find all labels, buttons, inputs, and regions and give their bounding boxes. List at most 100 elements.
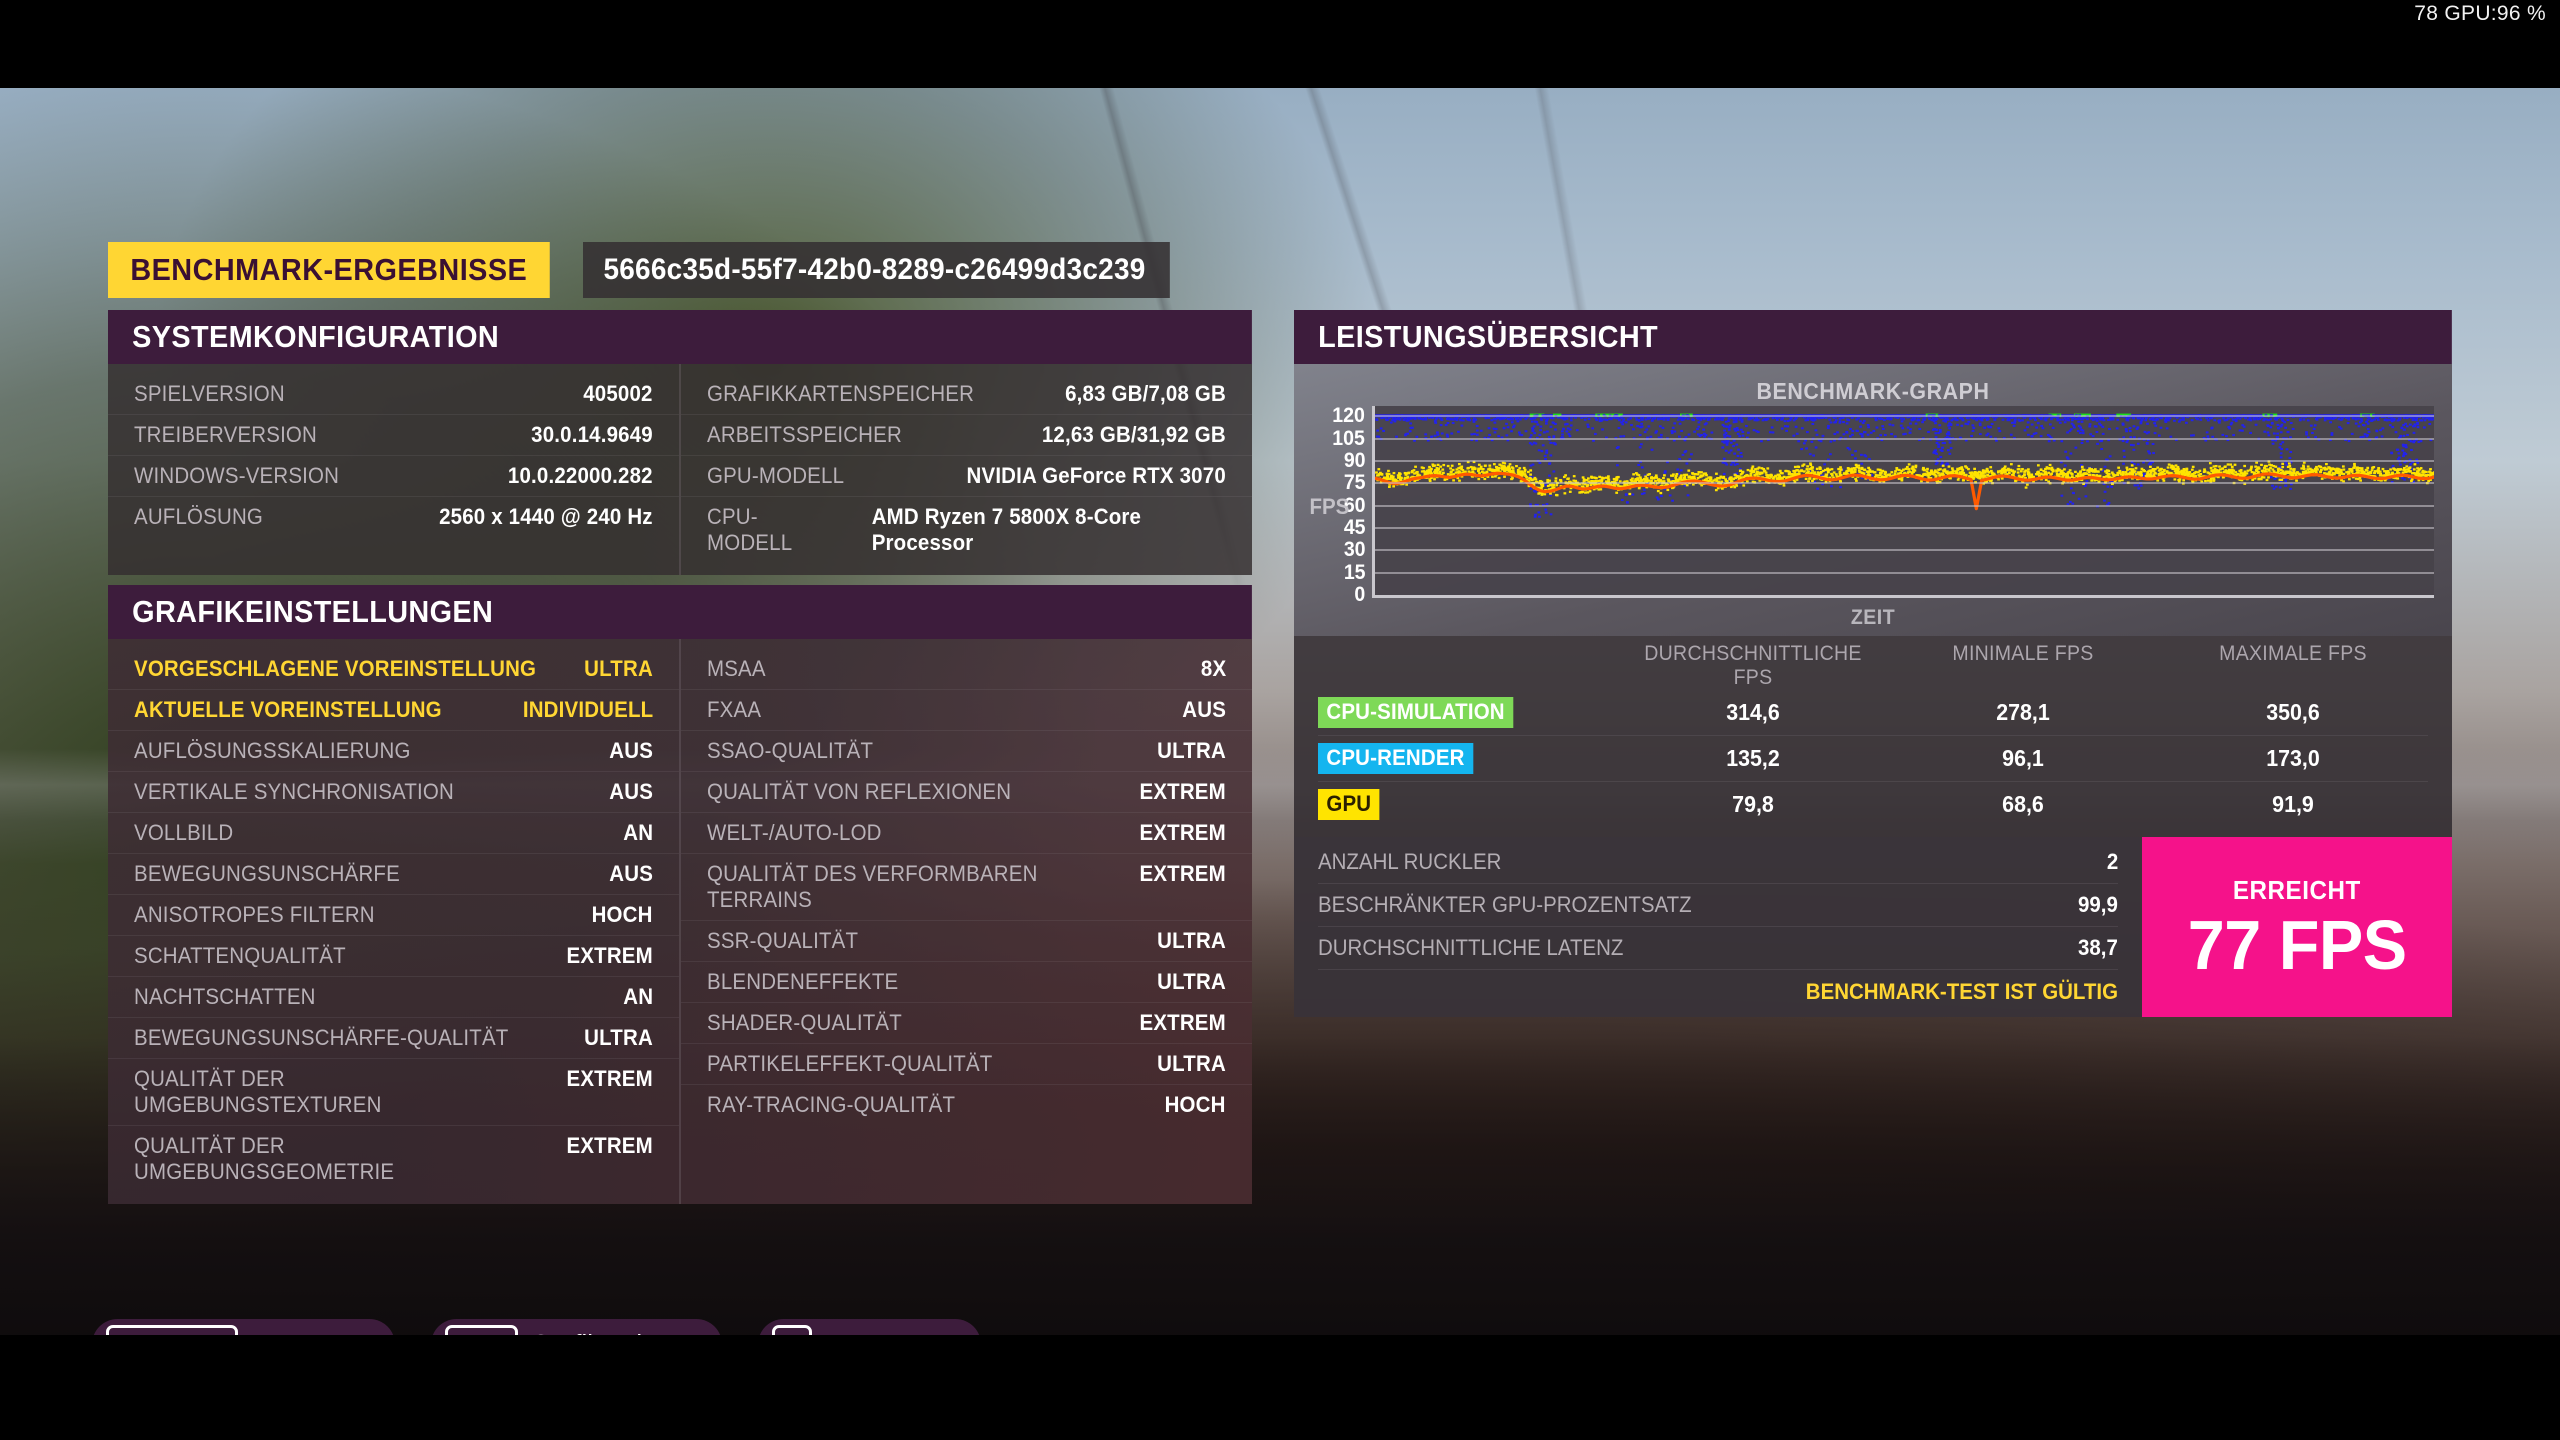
stats-max-value: 91,9 (2272, 791, 2314, 817)
y-axis-label: FPS (1309, 494, 1350, 520)
stats-avg-value: 314,6 (1726, 699, 1780, 725)
stats-min-value: 96,1 (2002, 745, 2044, 771)
system-config-label: WINDOWS-VERSION (134, 463, 340, 488)
graphics-setting-row[interactable]: FXAA AUS (681, 690, 1252, 731)
system-config-value: 30.0.14.9649 (531, 422, 653, 447)
system-config-row[interactable]: GRAFIKKARTENSPEICHER 6,83 GB/7,08 GB (681, 374, 1252, 415)
graphics-settings-right-list: MSAA 8X FXAA AUS SSAO-QUALITÄT ULTRA QUALITÄT … (681, 639, 1252, 1204)
benchmark-graph-plot: 0 15 30 45 60 75 90 105 120 (1332, 404, 2434, 606)
legend-chip-cell: CPU-SIMULATION (1318, 697, 1618, 728)
system-config-row[interactable]: SPIELVERSION 405002 (108, 374, 679, 415)
stats-min-value: 278,1 (1996, 699, 2050, 725)
graphics-setting-row[interactable]: VERTIKALE SYNCHRONISATION AUS (108, 772, 679, 813)
results-header: BENCHMARK-ERGEBNISSE 5666c35d-55f7-42b0-… (108, 242, 1214, 298)
grid-line (1375, 527, 2434, 530)
graphics-setting-label: QUALITÄT DES VERFORMBAREN TERRAINS (707, 861, 1038, 912)
stats-max-value: 350,6 (2266, 699, 2320, 725)
legend-chip-cell: CPU-RENDER (1318, 743, 1618, 774)
y-axis-tick: 75 (1343, 471, 1366, 495)
score-label: ERREICHT (2232, 874, 2362, 905)
graphics-setting-label: VOLLBILD (134, 820, 234, 845)
system-config-value: 6,83 GB/7,08 GB (1065, 381, 1226, 406)
column-header-avg: DURCHSCHNITTLICHE FPS (1644, 642, 1862, 689)
graphics-setting-label: VERTIKALE SYNCHRONISATION (134, 779, 454, 804)
graphics-setting-value: ULTRA (1157, 738, 1226, 763)
system-config-body: SPIELVERSION 405002 TREIBERVERSION 30.0.14.… (108, 364, 1252, 575)
graphics-setting-label: MSAA (707, 656, 766, 681)
grid-line (1375, 415, 2434, 418)
system-config-row[interactable]: WINDOWS-VERSION 10.0.22000.282 (108, 456, 679, 497)
graphics-setting-row[interactable]: SCHATTENQUALITÄT EXTREM (108, 936, 679, 977)
graphics-settings-body: VORGESCHLAGENE VOREINSTELLUNG ULTRA AKTUEL… (108, 639, 1252, 1204)
graphics-setting-row[interactable]: SSAO-QUALITÄT ULTRA (681, 731, 1252, 772)
system-config-row[interactable]: AUFLÖSUNG 2560 x 1440 @ 240 Hz (108, 497, 679, 537)
performance-stats-row: CPU-RENDER 135,2 96,1 173,0 (1318, 736, 2428, 782)
graphics-settings-panel: GRAFIKEINSTELLUNGEN (108, 585, 1252, 639)
graphics-settings-left-list: VORGESCHLAGENE VOREINSTELLUNG ULTRA AKTUEL… (108, 639, 681, 1204)
legend-chip-cpu-render: CPU-RENDER (1318, 743, 1474, 774)
graphics-setting-row[interactable]: VORGESCHLAGENE VOREINSTELLUNG ULTRA (108, 649, 679, 690)
stats-min-value: 68,6 (2002, 791, 2044, 817)
graphics-setting-row[interactable]: PARTIKELEFFEKT-QUALITÄT ULTRA (681, 1044, 1252, 1085)
graphics-setting-value: ULTRA (1157, 1051, 1226, 1076)
graphics-setting-row[interactable]: WELT-/AUTO-LOD EXTREM (681, 813, 1252, 854)
graphics-setting-label: QUALITÄT VON REFLEXIONEN (707, 779, 1012, 804)
y-axis-tick: 0 (1354, 583, 1366, 606)
graphics-setting-value: EXTREM (1139, 820, 1226, 845)
graphics-setting-row[interactable]: NACHTSCHATTEN AN (108, 977, 679, 1018)
graphics-setting-row[interactable]: ANISOTROPES FILTERN HOCH (108, 895, 679, 936)
graphics-setting-row[interactable]: SHADER-QUALITÄT EXTREM (681, 1003, 1252, 1044)
legend-chip-cpu-simulation: CPU-SIMULATION (1318, 697, 1514, 728)
performance-body: BENCHMARK-GRAPH 0 15 30 45 60 75 90 105 120 FPS … (1294, 364, 2452, 1017)
system-config-right-list: GRAFIKKARTENSPEICHER 6,83 GB/7,08 GB ARBEI… (681, 364, 1252, 575)
graphics-setting-row[interactable]: QUALITÄT DES VERFORMBAREN TERRAINS EXTREM (681, 854, 1252, 921)
graphics-setting-row[interactable]: SSR-QUALITÄT ULTRA (681, 921, 1252, 962)
performance-stats-row: GPU 79,8 68,6 91,9 (1318, 782, 2428, 827)
graphics-setting-row[interactable]: BEWEGUNGSUNSCHÄRFE AUS (108, 854, 679, 895)
graphics-setting-row[interactable]: RAY-TRACING-QUALITÄT HOCH (681, 1085, 1252, 1125)
column-header-min: MINIMALE FPS (1952, 642, 2094, 665)
summary-metrics: ANZAHL RUCKLER 2 BESCHRÄNKTER GPU-PROZENTS… (1294, 837, 2142, 1017)
graphics-setting-value: ULTRA (584, 656, 653, 681)
system-config-value: NVIDIA GeForce RTX 3070 (966, 463, 1226, 488)
letterbox-top (0, 0, 2560, 88)
graphics-setting-row[interactable]: BEWEGUNGSUNSCHÄRFE-QUALITÄT ULTRA (108, 1018, 679, 1059)
system-config-row[interactable]: ARBEITSSPEICHER 12,63 GB/31,92 GB (681, 415, 1252, 456)
graphics-setting-row[interactable]: BLENDENEFFEKTE ULTRA (681, 962, 1252, 1003)
graphics-setting-label: QUALITÄT DER UMGEBUNGSGEOMETRIE (134, 1133, 395, 1184)
graphics-setting-row[interactable]: MSAA 8X (681, 649, 1252, 690)
right-column: LEISTUNGSÜBERSICHT BENCHMARK-GRAPH 0 15 30… (1294, 310, 2452, 1017)
graphics-setting-value: AN (623, 820, 653, 845)
system-config-value: 12,63 GB/31,92 GB (1041, 422, 1226, 447)
system-config-panel: SYSTEMKONFIGURATION (108, 310, 1252, 364)
system-config-row[interactable]: GPU-MODELL NVIDIA GeForce RTX 3070 (681, 456, 1252, 497)
graphics-setting-row[interactable]: VOLLBILD AN (108, 813, 679, 854)
summary-metric-label: ANZAHL RUCKLER (1318, 849, 1502, 874)
graphics-settings-title: GRAFIKEINSTELLUNGEN (108, 585, 1252, 639)
graphics-setting-row[interactable]: QUALITÄT DER UMGEBUNGSTEXTUREN EXTREM (108, 1059, 679, 1126)
graphics-setting-label: BLENDENEFFEKTE (707, 969, 899, 994)
graphics-setting-value: ULTRA (1157, 969, 1226, 994)
summary-metric-row: ANZAHL RUCKLER 2 (1318, 841, 2118, 884)
y-axis-tick: 60 (1343, 493, 1366, 517)
benchmark-valid-text: BENCHMARK-TEST IST GÜLTIG (1805, 979, 2118, 1004)
summary-metric-value: 99,9 (2078, 892, 2118, 917)
system-config-value: 2560 x 1440 @ 240 Hz (439, 504, 653, 529)
benchmark-graph-svg (1375, 413, 2434, 518)
y-axis-tick: 15 (1343, 560, 1366, 584)
system-config-label: AUFLÖSUNG (134, 504, 264, 529)
summary-metric-label: BESCHRÄNKTER GPU-PROZENTSATZ (1318, 892, 1692, 917)
graphics-setting-value: HOCH (592, 902, 653, 927)
grid-line (1375, 549, 2434, 552)
system-config-row[interactable]: CPU-MODELL AMD Ryzen 7 5800X 8-Core Proce… (681, 497, 1252, 563)
gpu-overlay-stat: 78 GPU:96 % (2414, 2, 2546, 25)
graphics-setting-row[interactable]: QUALITÄT DER UMGEBUNGSGEOMETRIE EXTREM (108, 1126, 679, 1192)
graphics-setting-row[interactable]: AUFLÖSUNGSSKALIERUNG AUS (108, 731, 679, 772)
graphics-setting-row[interactable]: AKTUELLE VOREINSTELLUNG INDIVIDUELL (108, 690, 679, 731)
system-config-label: GRAFIKKARTENSPEICHER (707, 381, 975, 406)
graphics-setting-value: INDIVIDUELL (522, 697, 653, 722)
system-config-row[interactable]: TREIBERVERSION 30.0.14.9649 (108, 415, 679, 456)
graphics-setting-row[interactable]: QUALITÄT VON REFLEXIONEN EXTREM (681, 772, 1252, 813)
legend-chip-cell: GPU (1318, 789, 1618, 820)
